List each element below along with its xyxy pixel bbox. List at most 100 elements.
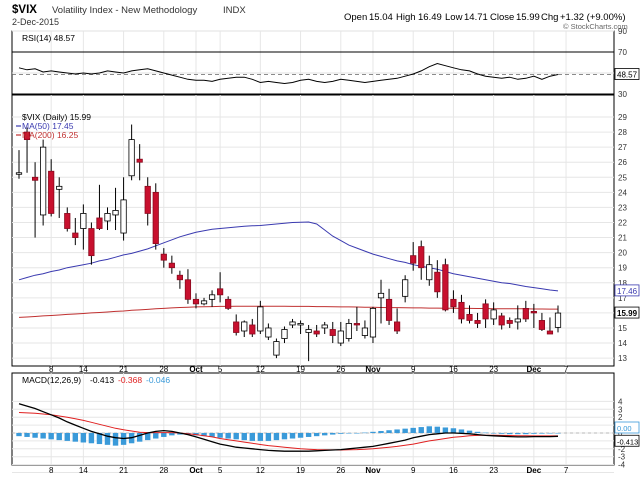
candle — [297, 320, 304, 335]
symbol-title: $VIX — [12, 4, 37, 16]
macd-x-tick-label: 9 — [411, 466, 416, 475]
price-x-tick-label: 5 — [218, 365, 223, 374]
macd-legend-value: -0.413 — [90, 375, 114, 385]
macd-x-tick-label: 16 — [449, 466, 458, 475]
price-x-tick-label: 26 — [336, 365, 345, 374]
low-label: Low — [445, 12, 463, 23]
macd-panel: 43210-1-2-3-4 8142128Oct5121926Nov91623D… — [11, 372, 640, 475]
macd-histogram-bar — [56, 433, 62, 441]
macd-histogram-bar — [442, 427, 449, 433]
macd-y-tick-label: 2 — [618, 413, 623, 422]
price-x-tick-label: 14 — [79, 365, 88, 374]
macd-lines — [18, 403, 559, 452]
macd-histogram-bar — [177, 433, 183, 435]
macd-histogram-bar — [330, 433, 336, 435]
price-x-tick-label: Dec — [527, 365, 542, 374]
candle — [530, 303, 537, 328]
candle — [176, 270, 183, 289]
candle — [233, 314, 240, 336]
price-gridlines — [12, 95, 614, 366]
macd-x-tick-label: Oct — [189, 466, 203, 475]
price-y-tick-label: 19 — [618, 264, 627, 273]
candle-body-down — [410, 255, 417, 264]
candle — [281, 326, 288, 344]
macd-histogram-bar — [426, 426, 432, 433]
macd-histogram-bar — [418, 427, 424, 433]
candle — [369, 306, 377, 344]
candle-body-up — [200, 300, 208, 305]
macd-histogram-bar — [249, 433, 255, 441]
macd-histogram-bar — [217, 433, 223, 438]
candle-body-down — [450, 298, 457, 308]
macd-histogram-bar — [233, 433, 239, 440]
macd-x-tick-label: 8 — [49, 466, 54, 475]
candle-body-down — [23, 131, 31, 141]
candle-body-down — [144, 185, 151, 214]
macd-last-label: -0.413 — [617, 437, 638, 446]
macd-x-tick-label: 26 — [336, 466, 345, 475]
macd-histogram-bar — [507, 433, 513, 435]
price-y-tick-label: 15 — [618, 324, 627, 333]
candle — [72, 217, 79, 246]
macd-histogram-bar — [289, 433, 296, 439]
price-x-tick-label: 23 — [489, 365, 498, 374]
candle — [466, 305, 473, 324]
macd-histogram-bar — [410, 427, 416, 433]
candle-body-up — [15, 172, 23, 175]
candle-body-down — [385, 298, 393, 321]
signal-line — [18, 412, 558, 451]
candle — [321, 321, 328, 335]
candle — [546, 317, 554, 335]
candle-body-down — [546, 330, 554, 335]
candle — [289, 318, 296, 328]
macd-histogram-bar — [225, 433, 231, 439]
rsi-legend: RSI(14) 48.57 — [22, 33, 75, 43]
candle — [184, 269, 192, 304]
macd-histogram-bar — [265, 433, 272, 441]
close-last-label: 15.99 — [617, 309, 638, 318]
macd-histogram-bar — [482, 432, 489, 434]
price-last-labels: 17.46 15.99 — [614, 284, 640, 319]
candle-body-up — [305, 329, 312, 333]
candle-body-up — [80, 213, 87, 229]
price-x-tick-label: Nov — [365, 365, 381, 374]
candle-body-down — [217, 288, 224, 296]
candle — [418, 240, 425, 280]
price-x-tick-label: 8 — [49, 365, 54, 374]
candle-body-up — [345, 323, 352, 339]
candle-body-down — [192, 298, 200, 305]
candle-body-down — [506, 320, 513, 324]
macd-x-tick-label: 19 — [296, 466, 305, 475]
macd-x-tick-label: 7 — [564, 466, 569, 475]
macd-histogram-bar — [434, 426, 441, 433]
candle — [128, 124, 135, 181]
candle — [345, 318, 352, 342]
price-y-tick-label: 13 — [618, 354, 627, 363]
macd-x-tick-label: 23 — [489, 466, 498, 475]
rsi-last-box — [614, 68, 640, 80]
macd-last-box — [614, 434, 640, 447]
macd-histogram-bar — [64, 433, 70, 441]
macd-y-tick-label: 0 — [618, 429, 623, 438]
candle — [554, 305, 562, 333]
candle-body-up — [297, 323, 304, 326]
candle-body-up — [120, 199, 127, 234]
candle-body-down — [522, 307, 529, 320]
candle-body-up — [281, 329, 288, 339]
macd-histogram-bar — [378, 431, 384, 433]
candle — [64, 207, 71, 232]
candle-body-up — [104, 213, 111, 222]
moving-averages — [18, 221, 559, 318]
macd-y-tick-label: 3 — [618, 405, 623, 414]
candle-body-down — [538, 320, 546, 330]
macd-histogram-bar — [112, 433, 119, 446]
macd-histogram-bar — [539, 433, 545, 434]
macd-histogram-bar — [48, 433, 54, 440]
macd-histogram-bar — [474, 431, 481, 433]
candle-body-up — [56, 185, 63, 190]
candle-body-up — [377, 292, 385, 299]
candle-body-up — [265, 327, 272, 338]
macd-x-tick-label: 5 — [218, 466, 223, 475]
candle — [514, 305, 521, 330]
candle — [104, 207, 111, 231]
